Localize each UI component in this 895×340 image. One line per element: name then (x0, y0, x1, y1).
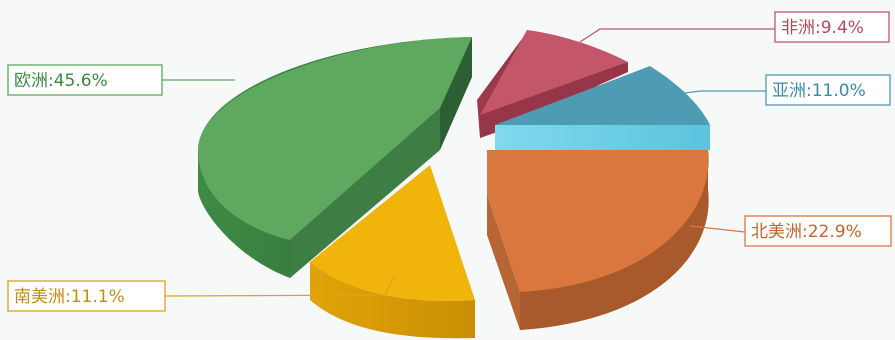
leader-line-north-america (689, 225, 746, 233)
label-europe: 欧洲:45.6% (7, 64, 163, 96)
leader-line-asia (684, 90, 766, 94)
slice-south-america (310, 165, 475, 339)
label-europe-text: 欧洲:45.6% (14, 71, 108, 91)
label-asia: 亚洲:11.0% (765, 74, 891, 106)
label-asia-text: 亚洲:11.0% (772, 81, 866, 101)
label-africa: 非洲:9.4% (774, 11, 890, 43)
slice-africa (477, 30, 628, 138)
leader-line-south-america (164, 274, 396, 297)
leader-line-africa (579, 28, 775, 43)
label-north-america-text: 北美洲:22.9% (751, 222, 862, 242)
slice-asia (495, 66, 710, 150)
label-south-america-text: 南美洲:11.1% (14, 287, 125, 307)
label-africa-text: 非洲:9.4% (781, 18, 864, 38)
label-south-america: 南美洲:11.1% (7, 280, 166, 312)
slice-north-america (487, 150, 709, 330)
label-north-america: 北美洲:22.9% (744, 215, 892, 247)
slice-europe (198, 37, 472, 278)
